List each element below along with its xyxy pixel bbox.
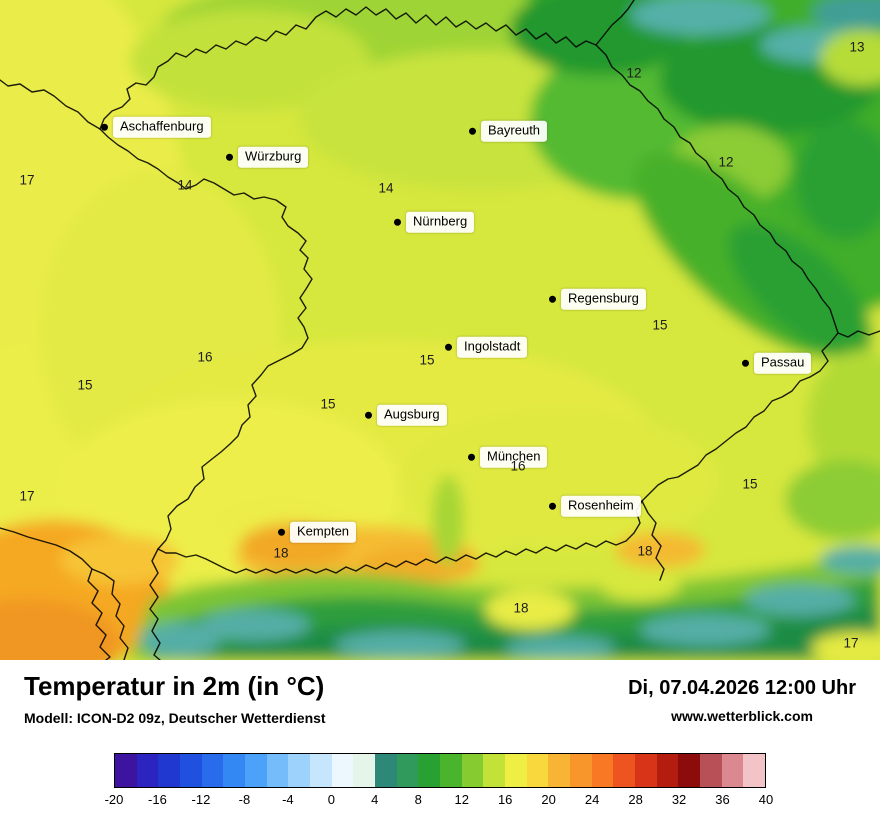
- colorbar-segment: [526, 754, 549, 787]
- page-title: Temperatur in 2m (in °C): [24, 671, 325, 701]
- colorbar-segment: [548, 754, 571, 787]
- temperature-map: Aschaffenburg Würzburg Bayreuth Nürnberg Reg…: [0, 0, 880, 660]
- forecast-datetime: Di, 07.04.2026 12:00 Uhr: [628, 677, 856, 699]
- colorbar-segment: [201, 754, 224, 787]
- colorbar-segment: [721, 754, 744, 787]
- colorbar-segment: [396, 754, 419, 787]
- border-southwest-c: [91, 568, 129, 660]
- map-footer: Temperatur in 2m (in °C) Modell: ICON-D2…: [0, 660, 880, 830]
- footer-right-block: Di, 07.04.2026 12:00 Uhr www.wetterblick…: [628, 677, 856, 724]
- colorbar-tick-label: -4: [282, 792, 294, 807]
- colorbar-segment: [223, 754, 246, 787]
- footer-left-block: Temperatur in 2m (in °C) Modell: ICON-D2…: [24, 672, 326, 726]
- website-url: www.wetterblick.com: [671, 708, 813, 724]
- colorbar-segment: [743, 754, 766, 787]
- colorbar-segment: [635, 754, 657, 787]
- colorbar-tick-label: 0: [327, 792, 335, 807]
- map-svg: [0, 0, 880, 660]
- colorbar-segment: [136, 754, 159, 787]
- bavaria-border: [99, 6, 839, 574]
- border-southwest-b: [149, 548, 161, 660]
- colorbar-segment: [591, 754, 614, 787]
- colorbar-tick-label: 32: [671, 792, 687, 807]
- colorbar-tick-label: -20: [104, 792, 124, 807]
- border-northwest: [0, 79, 101, 130]
- colorbar-gradient: [114, 753, 766, 788]
- colorbar-segment: [353, 754, 376, 787]
- colorbar-segment: [158, 754, 181, 787]
- colorbar-segment: [656, 754, 679, 787]
- colorbar-segment: [180, 754, 202, 787]
- colorbar-tick-label: -16: [148, 792, 167, 807]
- temperature-field: [0, 0, 880, 660]
- colorbar-segment: [245, 754, 267, 787]
- colorbar-segment: [483, 754, 506, 787]
- colorbar-tick-label: -8: [238, 792, 251, 807]
- colorbar-segment: [375, 754, 397, 787]
- colorbar-tick-label: -12: [191, 792, 211, 807]
- colorbar-segment: [440, 754, 462, 787]
- temperature-colorbar: -20 -16 -12 -8 -4 0 4 8 12 16 20 24 28 32 36 40: [105, 753, 774, 812]
- border-lines: [0, 0, 880, 660]
- colorbar-segment: [678, 754, 701, 787]
- border-salzburg: [641, 500, 665, 581]
- colorbar-tick-label: 4: [371, 792, 379, 807]
- border-northeast: [595, 0, 635, 46]
- border-southwest-a: [0, 527, 111, 660]
- model-info: Modell: ICON-D2 09z, Deutscher Wetterdie…: [24, 709, 326, 726]
- colorbar-segment: [288, 754, 311, 787]
- colorbar-segment: [331, 754, 354, 787]
- colorbar-tick-label: 16: [497, 792, 513, 807]
- colorbar-segment: [418, 754, 441, 787]
- colorbar-tick-label: 24: [584, 792, 600, 807]
- colorbar-segment: [570, 754, 592, 787]
- colorbar-tick-label: 36: [715, 792, 730, 807]
- colorbar-tick-label: 28: [628, 792, 643, 807]
- colorbar-segment: [115, 754, 137, 787]
- colorbar-tick-labels: -20 -16 -12 -8 -4 0 4 8 12 16 20 24 28 32 36 40: [105, 792, 774, 812]
- border-east-passau: [837, 330, 880, 338]
- colorbar-tick-label: 20: [541, 792, 556, 807]
- colorbar-segment: [266, 754, 289, 787]
- colorbar-tick-label: 8: [414, 792, 422, 807]
- colorbar-segment: [700, 754, 722, 787]
- colorbar-tick-label: 40: [758, 792, 774, 807]
- colorbar-tick-label: 12: [454, 792, 469, 807]
- colorbar-segment: [461, 754, 484, 787]
- colorbar-segment: [505, 754, 527, 787]
- colorbar-segment: [613, 754, 636, 787]
- colorbar-segment: [310, 754, 332, 787]
